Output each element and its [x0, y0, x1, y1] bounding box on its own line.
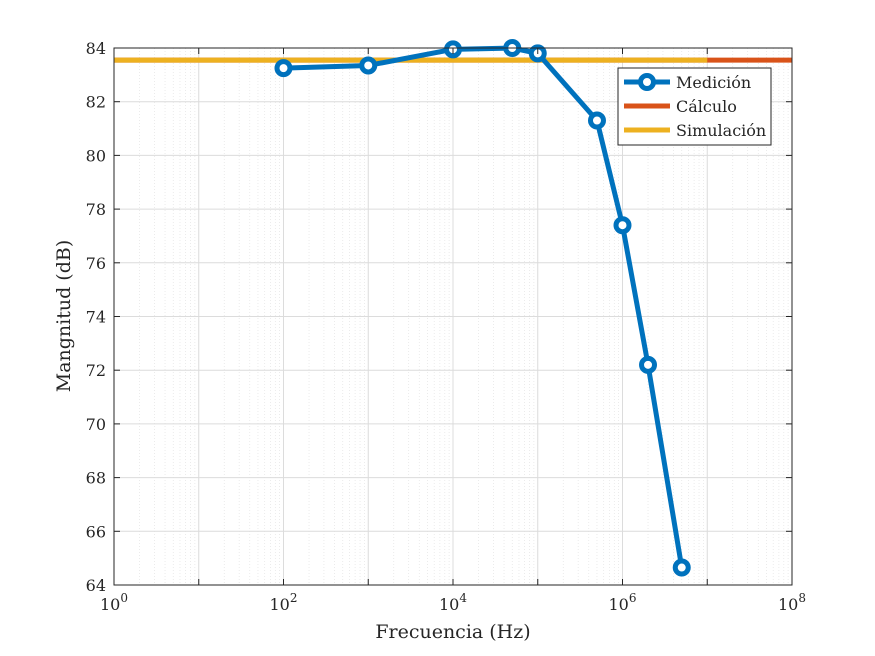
- x-tick-label: 102: [270, 591, 298, 614]
- y-tick-label: 64: [86, 576, 106, 595]
- y-tick-label: 72: [86, 361, 106, 380]
- y-tick-label: 84: [86, 39, 106, 58]
- x-tick-label: 104: [439, 591, 467, 614]
- y-tick-label: 80: [86, 146, 106, 165]
- y-tick-label: 82: [86, 93, 106, 112]
- data-point: [274, 59, 293, 78]
- y-tick-label: 74: [86, 308, 106, 327]
- y-tick-label: 78: [86, 200, 106, 219]
- data-point: [359, 56, 378, 75]
- legend-label-simulacion: Simulación: [676, 121, 766, 140]
- y-tick-label: 66: [86, 522, 106, 541]
- data-point: [672, 558, 691, 577]
- x-tick-label: 100: [100, 591, 128, 614]
- x-tick-label: 106: [609, 591, 637, 614]
- axis-ticks: [113, 47, 793, 586]
- data-point: [639, 355, 658, 374]
- data-point: [613, 216, 632, 235]
- legend: Medición Cálculo Simulación: [617, 67, 772, 146]
- x-tick-label: 108: [778, 591, 806, 614]
- x-axis-title: Frecuencia (Hz): [375, 621, 530, 643]
- legend-label-medicion: Medición: [676, 73, 751, 92]
- y-tick-label: 70: [86, 415, 106, 434]
- y-tick-label: 76: [86, 254, 106, 273]
- minor-grid: [139, 48, 789, 585]
- y-tick-label: 68: [86, 469, 106, 488]
- tick-labels: 64 66 68 70 72 74 76 78 80 82 84 100 102 104 106 108: [86, 39, 806, 614]
- data-point: [587, 111, 606, 130]
- y-axis-title: Mangnitud (dB): [53, 240, 75, 393]
- legend-label-calculo: Cálculo: [676, 97, 737, 116]
- legend-marker-medicion: [638, 73, 656, 91]
